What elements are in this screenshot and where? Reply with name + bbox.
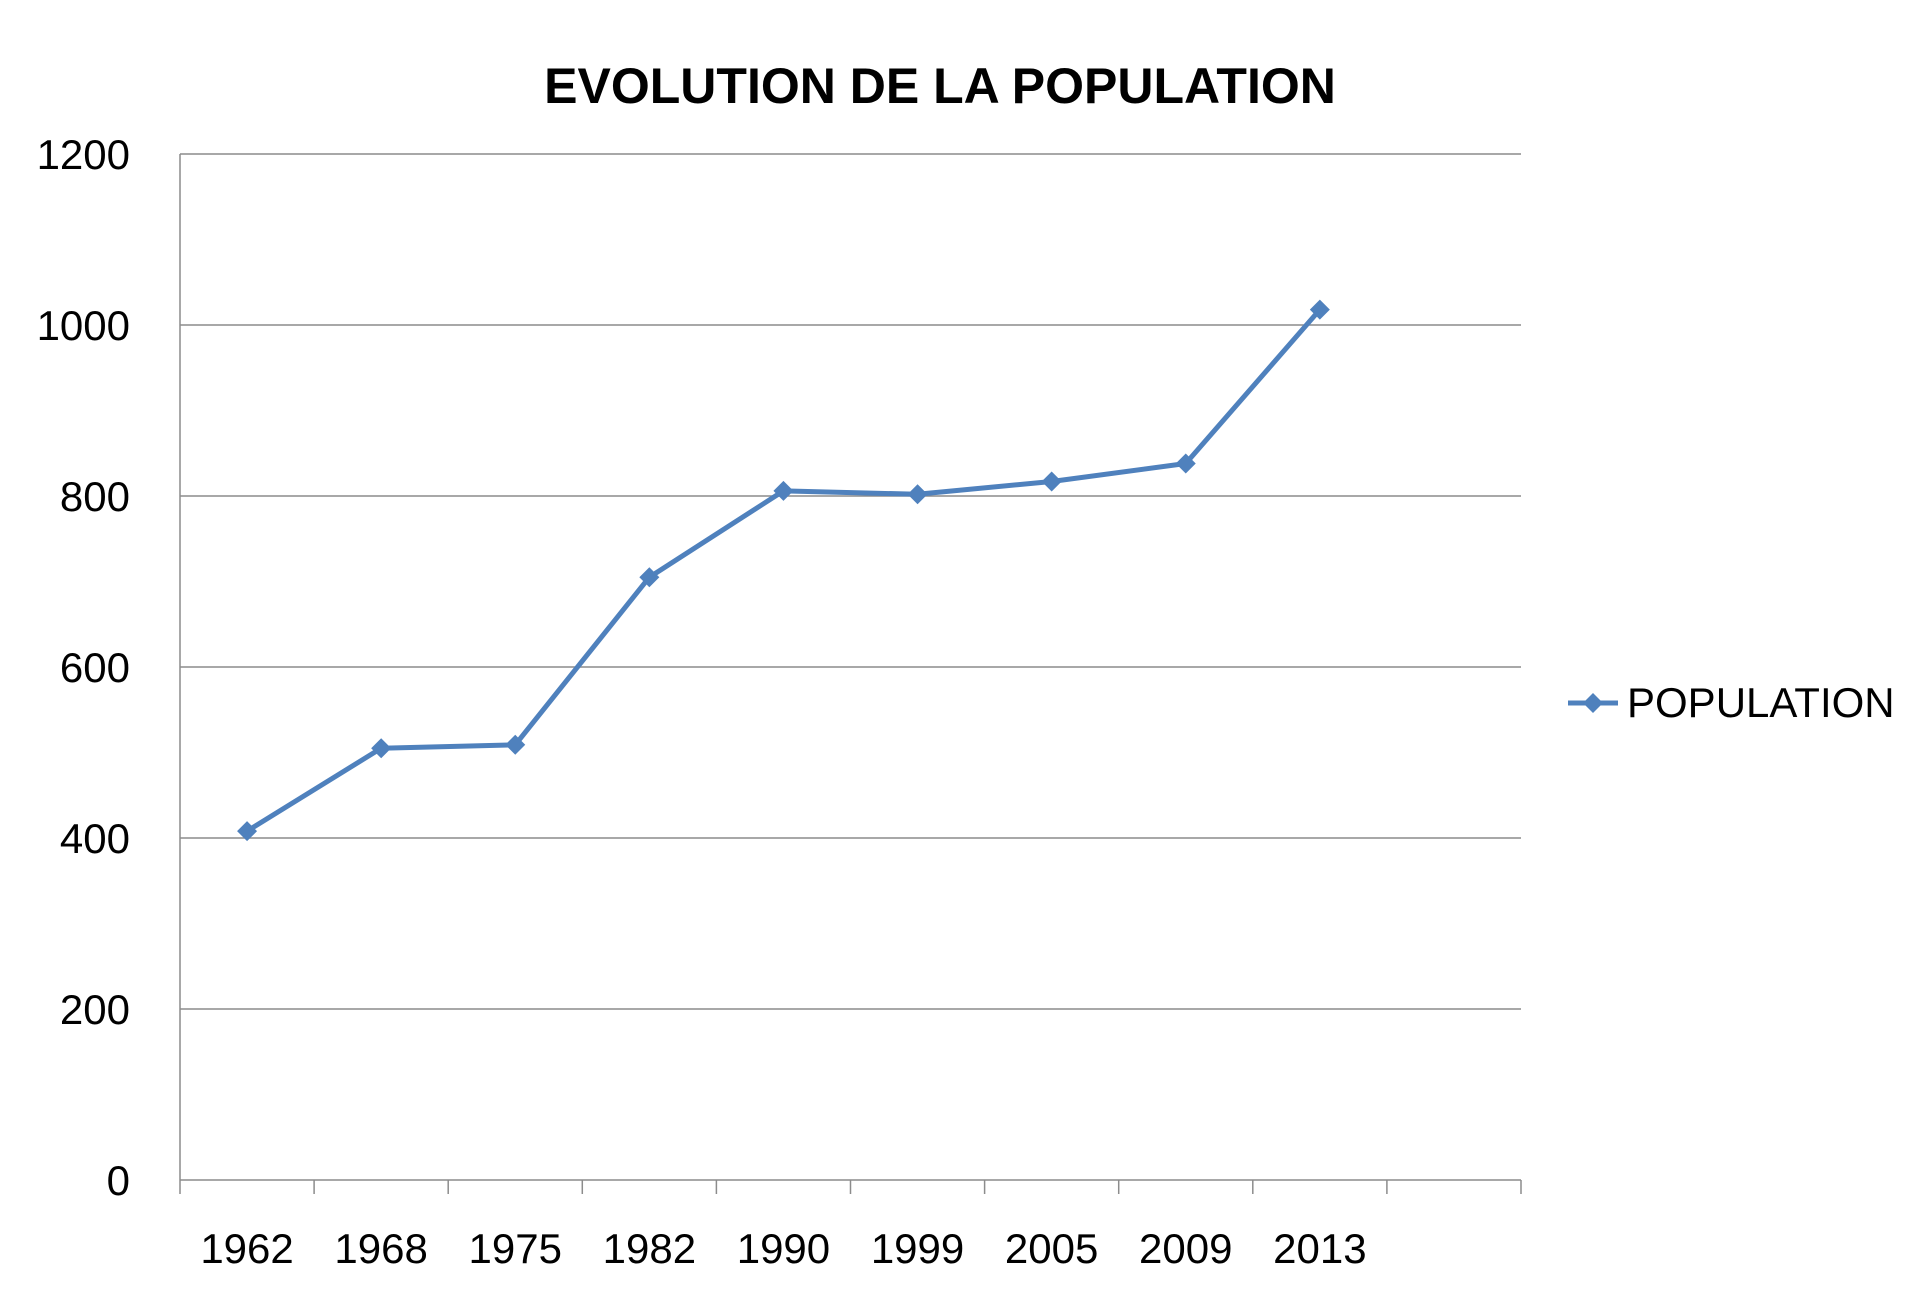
grid-lines: [180, 153, 1521, 1010]
x-tick-label-1968: 1968: [334, 1225, 427, 1272]
y-tick-label-1000: 1000: [37, 302, 130, 349]
x-tick-label-1975: 1975: [469, 1225, 562, 1272]
x-tick-label-2013: 2013: [1273, 1225, 1366, 1272]
legend-marker: [1583, 693, 1603, 713]
legend-label-population: POPULATION: [1627, 679, 1895, 726]
data-point-1975: [505, 734, 526, 755]
data-point-1999: [907, 484, 928, 505]
y-tick-label-0: 0: [107, 1157, 130, 1204]
y-tick-label-400: 400: [60, 815, 130, 862]
x-tick-label-2005: 2005: [1005, 1225, 1098, 1272]
x-tick-label-1962: 1962: [200, 1225, 293, 1272]
x-tick-label-1982: 1982: [603, 1225, 696, 1272]
data-point-2005: [1041, 471, 1062, 492]
data-point-2013: [1309, 299, 1330, 320]
series-line-0: [245, 307, 1322, 834]
data-point-1990: [773, 480, 794, 501]
legend: POPULATION: [1568, 679, 1895, 726]
tick-labels: 0 200 400 600 800 1000 1200 1962 1968 1975 1982 199…: [37, 131, 1367, 1272]
data-point-1968: [371, 738, 392, 759]
data-point-2009: [1175, 453, 1196, 474]
axes: [179, 154, 1522, 1194]
y-tick-label-1200: 1200: [37, 131, 130, 178]
series-group: [237, 299, 1330, 842]
x-tick-label-1999: 1999: [871, 1225, 964, 1272]
x-tick-label-1990: 1990: [737, 1225, 830, 1272]
x-tick-label-2009: 2009: [1139, 1225, 1232, 1272]
chart-title: EVOLUTION DE LA POPULATION: [544, 58, 1336, 114]
data-point-1982: [639, 567, 660, 588]
y-tick-label-200: 200: [60, 986, 130, 1033]
y-tick-label-600: 600: [60, 644, 130, 691]
data-point-1962: [237, 821, 258, 842]
y-tick-label-800: 800: [60, 473, 130, 520]
